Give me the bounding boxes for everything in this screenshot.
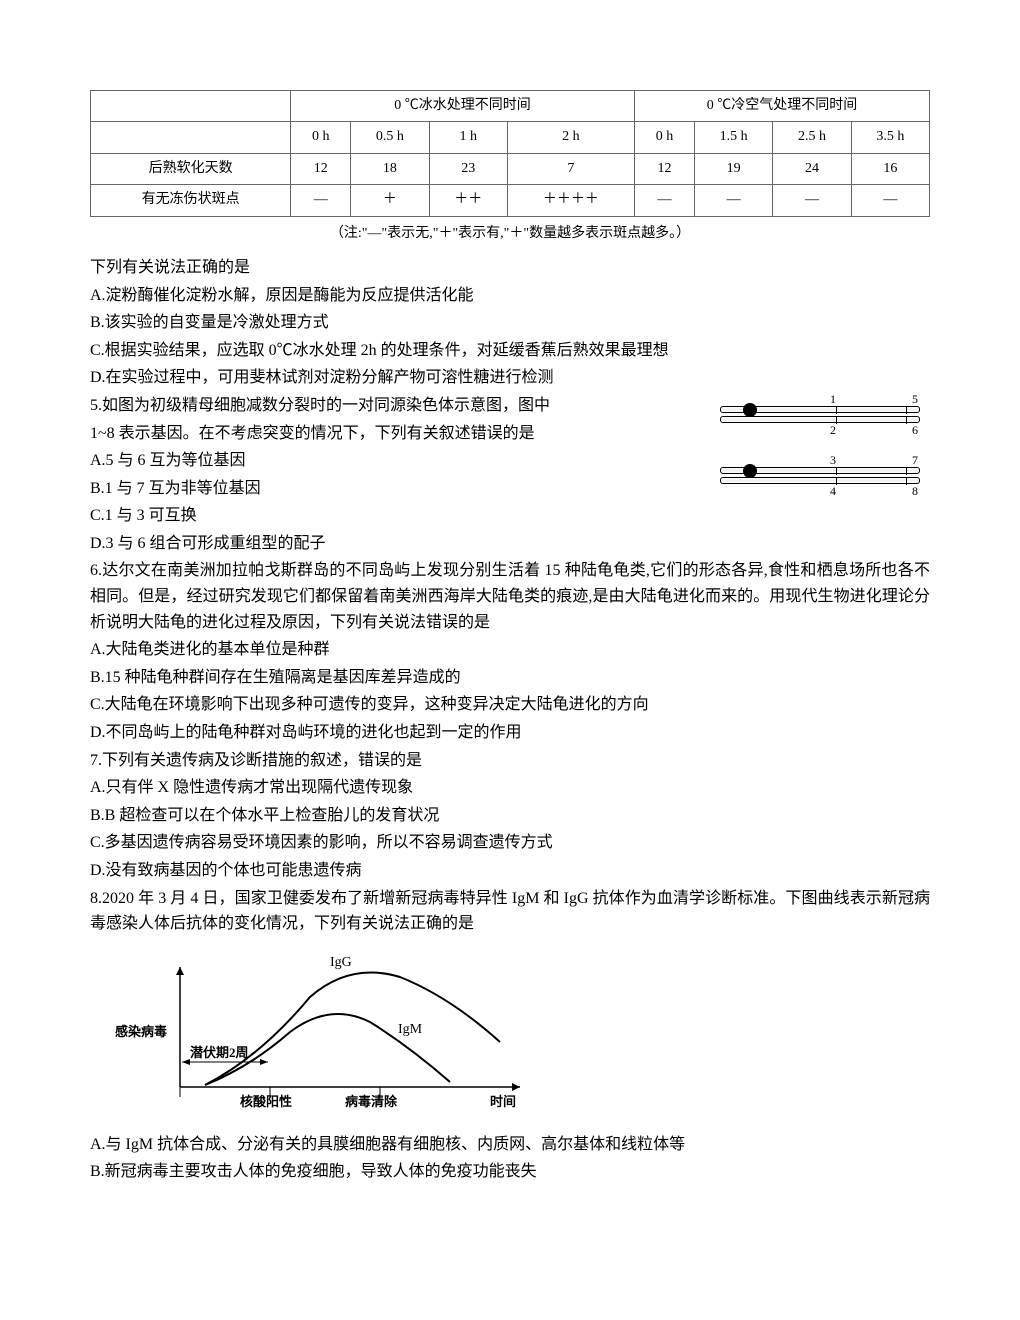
col-header: 2 h	[507, 122, 634, 153]
table-note: （注:"—"表示无,"＋"表示有,"＋"数量越多表示斑点越多。）	[90, 223, 930, 245]
cell: —	[291, 185, 351, 216]
gene-label: 2	[830, 424, 836, 436]
q6-option-b: B.15 种陆龟种群间存在生殖隔离是基因库差异造成的	[90, 665, 930, 691]
data-table: 0 ℃冰水处理不同时间 0 ℃冷空气处理不同时间 0 h 0.5 h 1 h 2…	[90, 90, 930, 217]
q6-option-c: C.大陆龟在环境影响下出现多种可遗传的变异，这种变异决定大陆龟进化的方向	[90, 692, 930, 718]
col-header: 3.5 h	[851, 122, 929, 153]
col-header: 2.5 h	[773, 122, 851, 153]
row-label: 后熟软化天数	[91, 153, 291, 184]
header-group-1: 0 ℃冰水处理不同时间	[291, 91, 635, 122]
gene-label: 6	[912, 424, 918, 436]
q5-option-d: D.3 与 6 组合可形成重组型的配子	[90, 531, 930, 557]
cell: —	[694, 185, 772, 216]
igg-label: IgG	[330, 952, 352, 974]
chromosome-diagram: 1 5 2 6 3 7 4 8	[720, 393, 930, 493]
gene-label: 8	[912, 485, 918, 497]
cell: 12	[634, 153, 694, 184]
cell: 12	[291, 153, 351, 184]
q7-option-c: C.多基因遗传病容易受环境因素的影响，所以不容易调查遗传方式	[90, 830, 930, 856]
gene-label: 1	[830, 393, 836, 405]
q6-option-a: A.大陆龟类进化的基本单位是种群	[90, 637, 930, 663]
igm-label: IgM	[398, 1019, 422, 1041]
q5-block: 1 5 2 6 3 7 4 8 5.如图为初级精母细胞减数分裂时的	[90, 393, 930, 557]
cell: 7	[507, 153, 634, 184]
cell: —	[773, 185, 851, 216]
q7-option-b: B.B 超检查可以在个体水平上检查胎儿的发育状况	[90, 803, 930, 829]
q7-text: 7.下列有关遗传病及诊断措施的叙述，错误的是	[90, 748, 930, 774]
q8-option-a: A.与 IgM 抗体合成、分泌有关的具膜细胞器有细胞核、内质网、高尔基体和线粒体…	[90, 1132, 930, 1158]
row-label: 有无冻伤状斑点	[91, 185, 291, 216]
cell: 23	[429, 153, 507, 184]
cell: —	[634, 185, 694, 216]
latent-label: 潜伏期2周	[190, 1043, 249, 1064]
cell: ＋＋＋＋	[507, 185, 634, 216]
cell: 18	[351, 153, 429, 184]
col-header: 0 h	[291, 122, 351, 153]
q4-option-b: B.该实验的自变量是冷激处理方式	[90, 310, 930, 336]
gene-label: 5	[912, 393, 918, 405]
gene-label: 4	[830, 485, 836, 497]
q6-option-d: D.不同岛屿上的陆龟种群对岛屿环境的进化也起到一定的作用	[90, 720, 930, 746]
antibody-chart: IgG IgM 感染病毒 潜伏期2周 核酸阳性 病毒清除 时间	[120, 947, 540, 1117]
q7-option-d: D.没有致病基因的个体也可能患遗传病	[90, 858, 930, 884]
clear-label: 病毒清除	[345, 1092, 397, 1113]
time-label: 时间	[490, 1092, 516, 1113]
q5-option-c: C.1 与 3 可互换	[90, 503, 930, 529]
q7-option-a: A.只有伴 X 隐性遗传病才常出现隔代遗传现象	[90, 775, 930, 801]
infect-label: 感染病毒	[115, 1022, 167, 1043]
col-header: 0 h	[634, 122, 694, 153]
nucleic-label: 核酸阳性	[240, 1092, 292, 1113]
gene-label: 7	[912, 454, 918, 466]
cell: ＋＋	[429, 185, 507, 216]
q4-text: 下列有关说法正确的是	[90, 255, 930, 281]
q4-option-d: D.在实验过程中，可用斐林试剂对淀粉分解产物可溶性糖进行检测	[90, 365, 930, 391]
q8-option-b: B.新冠病毒主要攻击人体的免疫细胞，导致人体的免疫功能丧失	[90, 1159, 930, 1185]
cell: 24	[773, 153, 851, 184]
q8-text: 8.2020 年 3 月 4 日，国家卫健委发布了新增新冠病毒特异性 IgM 和…	[90, 886, 930, 937]
col-header: 0.5 h	[351, 122, 429, 153]
q4-option-a: A.淀粉酶催化淀粉水解，原因是酶能为反应提供活化能	[90, 283, 930, 309]
cell: —	[851, 185, 929, 216]
q4-option-c: C.根据实验结果，应选取 0℃冰水处理 2h 的处理条件，对延缓香蕉后熟效果最理…	[90, 338, 930, 364]
cell: 19	[694, 153, 772, 184]
header-group-2: 0 ℃冷空气处理不同时间	[634, 91, 929, 122]
gene-label: 3	[830, 454, 836, 466]
cell: 16	[851, 153, 929, 184]
cell: ＋	[351, 185, 429, 216]
q6-text: 6.达尔文在南美洲加拉帕戈斯群岛的不同岛屿上发现分别生活着 15 种陆龟龟类,它…	[90, 558, 930, 635]
col-header: 1.5 h	[694, 122, 772, 153]
col-header: 1 h	[429, 122, 507, 153]
